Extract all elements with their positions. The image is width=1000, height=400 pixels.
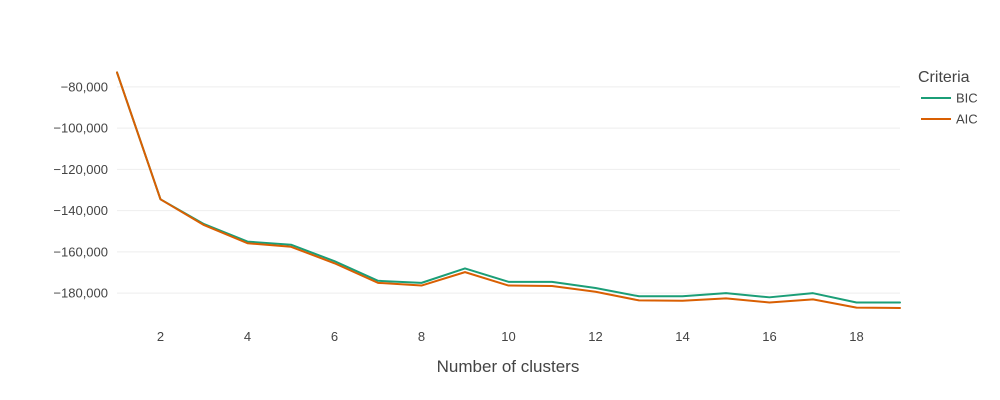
legend-item-bic[interactable]: BIC: [921, 91, 978, 106]
x-tick-label: 4: [244, 329, 251, 344]
legend-item-aic[interactable]: AIC: [921, 112, 978, 127]
y-tick-label: −80,000: [61, 79, 108, 94]
x-axis-ticks: 2 4 6 8 10 12 14 16 18: [157, 329, 864, 344]
legend-label: BIC: [956, 91, 978, 106]
y-tick-label: −180,000: [53, 286, 108, 301]
x-tick-label: 6: [331, 329, 338, 344]
y-tick-label: −160,000: [53, 244, 108, 259]
x-tick-label: 10: [501, 329, 515, 344]
x-tick-label: 14: [675, 329, 689, 344]
x-tick-label: 8: [418, 329, 425, 344]
series-lines: [116, 71, 901, 310]
legend-items[interactable]: BIC AIC: [921, 91, 978, 127]
x-tick-label: 2: [157, 329, 164, 344]
gridlines: [117, 86, 900, 294]
legend-title: Criteria: [918, 69, 970, 86]
y-axis-ticks: −80,000 −100,000 −120,000 −140,000 −160,000 −…: [53, 79, 108, 300]
legend[interactable]: Criteria BIC AIC: [918, 69, 978, 127]
x-axis-title: Number of clusters: [437, 357, 580, 376]
y-tick-label: −100,000: [53, 121, 108, 136]
legend-label: AIC: [956, 112, 978, 127]
y-tick-label: −140,000: [53, 203, 108, 218]
series-line-bic[interactable]: [116, 71, 901, 304]
x-tick-label: 18: [849, 329, 863, 344]
x-tick-label: 12: [588, 329, 602, 344]
y-tick-label: −120,000: [53, 162, 108, 177]
x-tick-label: 16: [762, 329, 776, 344]
series-line-aic[interactable]: [116, 71, 901, 310]
